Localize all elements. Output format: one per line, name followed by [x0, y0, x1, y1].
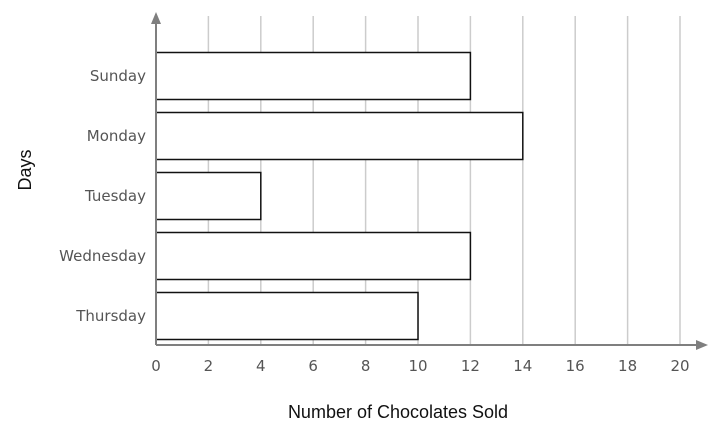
x-tick-labels: 0 2 4 6 8 10 12 14 16 18 20	[151, 357, 689, 375]
category-label-tuesday: Tuesday	[84, 187, 146, 205]
y-axis-arrow	[151, 12, 161, 24]
x-tick-label-8: 8	[361, 357, 371, 375]
x-tick-label-14: 14	[513, 357, 532, 375]
bar-thursday	[155, 291, 419, 341]
x-tick-label-12: 12	[461, 357, 480, 375]
bar-sunday	[155, 51, 472, 101]
x-tick-label-18: 18	[618, 357, 637, 375]
category-label-wednesday: Wednesday	[59, 247, 146, 265]
x-tick-label-2: 2	[204, 357, 214, 375]
y-axis-title: Days	[15, 149, 35, 190]
x-tick-label-20: 20	[670, 357, 689, 375]
category-label-sunday: Sunday	[90, 67, 146, 85]
bar-wednesday	[155, 231, 472, 281]
category-label-monday: Monday	[87, 127, 146, 145]
bar-monday	[155, 111, 524, 161]
axes	[151, 12, 708, 350]
category-label-thursday: Thursday	[75, 307, 146, 325]
x-tick-label-10: 10	[408, 357, 427, 375]
x-axis-arrow	[696, 340, 708, 350]
category-labels: Sunday Monday Tuesday Wednesday Thursday	[59, 67, 146, 325]
x-tick-label-16: 16	[566, 357, 585, 375]
bar-tuesday	[155, 171, 262, 221]
bars	[155, 51, 524, 341]
x-tick-label-4: 4	[256, 357, 266, 375]
x-tick-label-0: 0	[151, 357, 161, 375]
x-tick-label-6: 6	[308, 357, 318, 375]
x-axis-title: Number of Chocolates Sold	[288, 402, 508, 422]
